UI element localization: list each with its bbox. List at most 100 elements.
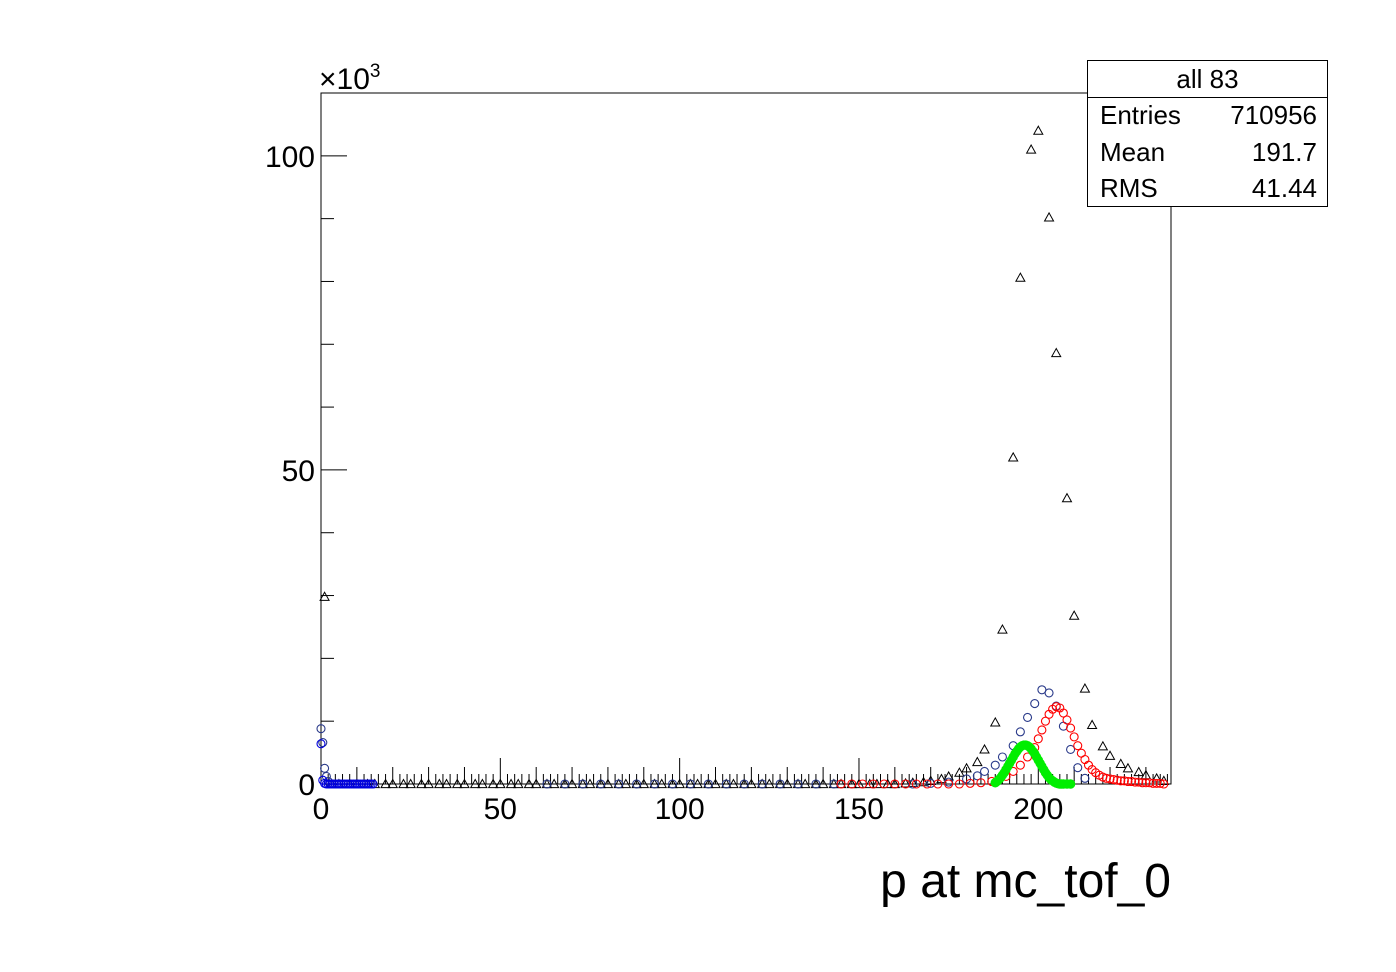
data-point bbox=[316, 739, 326, 749]
data-point bbox=[1123, 776, 1133, 787]
data-point bbox=[1105, 774, 1115, 784]
data-point bbox=[1065, 779, 1076, 789]
stats-title: all 83 bbox=[1176, 64, 1239, 94]
data-point bbox=[1050, 347, 1062, 358]
data-point bbox=[523, 778, 535, 789]
data-point bbox=[989, 716, 1001, 727]
data-point bbox=[922, 779, 932, 789]
data-point bbox=[380, 778, 391, 789]
data-point bbox=[649, 779, 660, 789]
data-point bbox=[578, 779, 588, 789]
data-point bbox=[1133, 766, 1145, 777]
stats-label: Mean bbox=[1100, 137, 1166, 167]
data-point bbox=[423, 778, 434, 789]
data-point bbox=[1116, 776, 1126, 786]
stats-value: 710956 bbox=[1230, 100, 1317, 130]
data-point bbox=[710, 778, 721, 789]
data-point bbox=[1086, 719, 1098, 730]
data-point bbox=[1061, 492, 1073, 503]
data-point bbox=[1141, 778, 1151, 788]
data-point bbox=[1033, 734, 1043, 744]
data-point bbox=[1119, 776, 1129, 786]
y-tick-label: 0 bbox=[298, 769, 315, 802]
data-point bbox=[638, 778, 650, 789]
data-point bbox=[1101, 773, 1111, 783]
x-axis-label: p at mc_tof_0 bbox=[880, 855, 1171, 908]
data-point bbox=[316, 724, 326, 734]
data-point bbox=[911, 779, 921, 789]
data-point bbox=[933, 779, 943, 789]
data-point bbox=[775, 779, 785, 789]
data-point bbox=[976, 778, 986, 788]
data-point bbox=[1043, 211, 1055, 222]
data-point bbox=[685, 779, 695, 789]
data-point bbox=[721, 779, 731, 789]
data-point bbox=[614, 779, 624, 789]
stats-value: 41.44 bbox=[1251, 173, 1317, 203]
data-point bbox=[318, 737, 328, 748]
data-point bbox=[1032, 125, 1044, 135]
series-1 bbox=[316, 685, 1090, 789]
data-point bbox=[584, 778, 596, 789]
data-point bbox=[542, 779, 552, 789]
data-point bbox=[763, 778, 775, 789]
data-markers bbox=[316, 125, 1170, 789]
data-point bbox=[954, 779, 964, 789]
data-point bbox=[1030, 699, 1040, 709]
series-0 bbox=[319, 125, 1170, 789]
data-point bbox=[1022, 712, 1033, 722]
data-point bbox=[434, 778, 445, 789]
data-point bbox=[864, 778, 876, 789]
data-point bbox=[853, 778, 865, 789]
data-point bbox=[387, 778, 399, 789]
data-point bbox=[1015, 727, 1025, 737]
data-point bbox=[416, 778, 427, 789]
data-point bbox=[811, 779, 821, 789]
data-point bbox=[879, 779, 889, 789]
data-point bbox=[566, 778, 578, 789]
data-point bbox=[320, 763, 330, 773]
data-point bbox=[1097, 740, 1109, 751]
data-point bbox=[1115, 758, 1127, 768]
data-point bbox=[512, 778, 524, 789]
x-tick-label: 150 bbox=[834, 793, 884, 826]
data-point bbox=[674, 778, 685, 789]
data-point bbox=[1066, 723, 1076, 733]
stats-separator bbox=[1088, 97, 1327, 98]
data-point bbox=[739, 779, 749, 789]
data-point bbox=[1058, 708, 1068, 718]
stats-row-mean: Mean 191.7 bbox=[1100, 137, 1317, 171]
data-point bbox=[1007, 451, 1019, 462]
data-point bbox=[405, 778, 417, 789]
data-point bbox=[667, 779, 678, 789]
x-tick-label: 100 bbox=[655, 793, 705, 826]
data-point bbox=[997, 623, 1008, 634]
data-point bbox=[972, 771, 982, 781]
data-point bbox=[926, 778, 936, 788]
data-point bbox=[477, 778, 488, 789]
data-point bbox=[1040, 716, 1051, 726]
data-point bbox=[1104, 750, 1116, 760]
data-point bbox=[728, 778, 739, 789]
data-point bbox=[1112, 775, 1122, 785]
data-point bbox=[560, 779, 570, 789]
data-point bbox=[656, 778, 668, 789]
data-point bbox=[1066, 744, 1076, 755]
data-point bbox=[997, 752, 1007, 762]
data-point bbox=[1080, 773, 1090, 783]
y-multiplier-base: ×10 bbox=[319, 63, 370, 96]
data-point bbox=[620, 778, 632, 789]
data-point bbox=[979, 743, 990, 754]
data-point bbox=[1137, 778, 1147, 788]
data-point bbox=[990, 760, 1000, 770]
data-point bbox=[1080, 754, 1090, 765]
data-point bbox=[459, 778, 470, 789]
data-point bbox=[908, 779, 918, 789]
data-point bbox=[319, 591, 330, 601]
series-4 bbox=[990, 740, 1076, 789]
data-point bbox=[871, 778, 883, 789]
data-point bbox=[451, 778, 463, 789]
stats-row-entries: Entries 710956 bbox=[1100, 100, 1317, 134]
data-point bbox=[1068, 610, 1080, 620]
